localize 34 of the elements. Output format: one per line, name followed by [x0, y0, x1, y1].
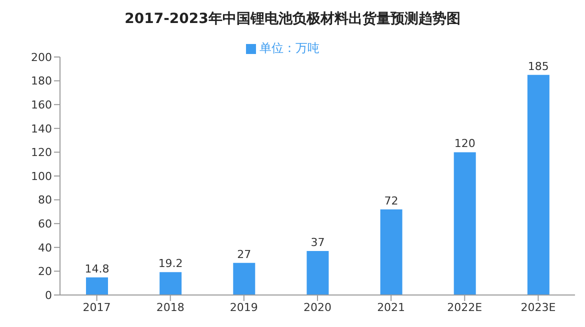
x-tick-label: 2018 — [156, 300, 184, 314]
legend-label: 单位：万吨 — [260, 41, 320, 55]
bar — [233, 262, 256, 295]
x-tick-label: 2019 — [230, 300, 258, 314]
x-tick-label: 2020 — [304, 300, 332, 314]
y-tick-label: 140 — [31, 122, 52, 136]
data-label: 120 — [454, 137, 476, 150]
bar — [306, 250, 329, 295]
x-tick-label: 2022E — [447, 300, 482, 314]
y-tick-label: 60 — [38, 218, 52, 231]
y-tick-label: 20 — [38, 265, 52, 278]
bar — [380, 209, 402, 295]
y-tick-label: 180 — [31, 74, 52, 88]
y-tick-label: 200 — [31, 50, 52, 64]
y-tick-label: 40 — [38, 241, 52, 254]
data-label: 185 — [528, 60, 549, 73]
y-tick-label: 160 — [31, 98, 52, 112]
bar — [86, 277, 108, 295]
data-label: 19.2 — [158, 257, 183, 270]
bar — [527, 74, 550, 295]
y-tick-label: 100 — [31, 170, 52, 183]
x-tick-label: 2021 — [377, 300, 406, 314]
data-label: 72 — [384, 194, 398, 208]
x-tick-label: 2023E — [520, 300, 556, 314]
data-label: 37 — [310, 236, 325, 249]
bar — [454, 152, 476, 295]
chart-title: 2017-2023年中国锂电池负极材料出货量预测趋势图 — [124, 10, 462, 29]
data-label: 27 — [237, 248, 252, 261]
y-tick-label: 120 — [31, 146, 52, 160]
y-tick-label: 0 — [45, 288, 52, 302]
x-tick-label: 2017 — [82, 300, 111, 314]
bar — [160, 272, 182, 295]
y-tick-label: 80 — [38, 194, 52, 207]
data-label: 14.8 — [84, 262, 110, 276]
